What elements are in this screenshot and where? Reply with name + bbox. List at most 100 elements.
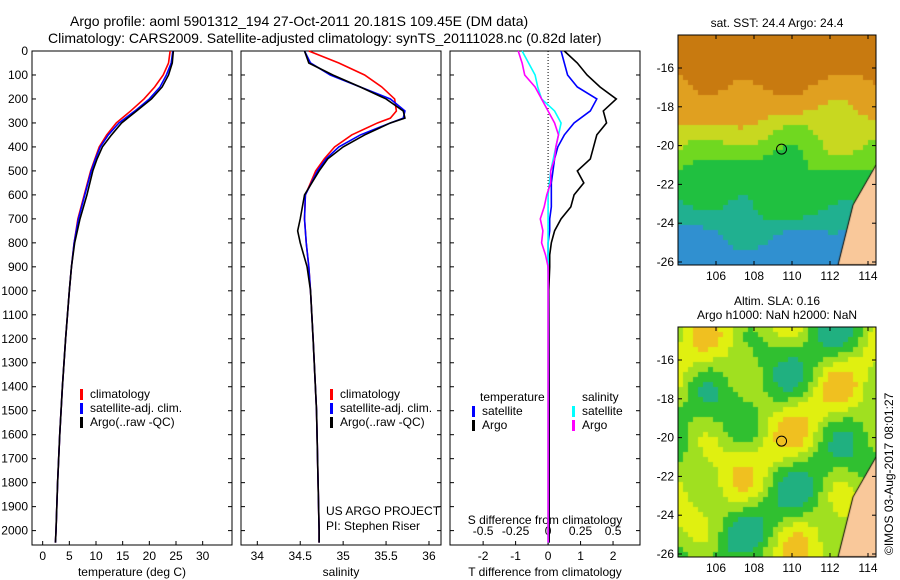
- lon-tick-label: 106: [706, 269, 726, 283]
- x-tick-label: 5: [66, 549, 73, 563]
- sla-map-title: Argo h1000: NaN h2000: NaN: [697, 308, 857, 322]
- y-tick-label: 0: [21, 44, 28, 58]
- lat-tick-label: -22: [657, 177, 675, 191]
- y-tick-label: 200: [8, 92, 28, 106]
- y-tick-label: 800: [8, 236, 28, 250]
- series-line-salinity-argo: [517, 50, 560, 543]
- lon-tick-label: 106: [706, 561, 726, 575]
- x-tick-label: 20: [143, 549, 157, 563]
- x-tick-label: 15: [116, 549, 130, 563]
- lon-tick-label: 114: [858, 269, 877, 283]
- y-tick-label: 1200: [1, 332, 28, 346]
- series-line-satellite-adj-clim-: [303, 50, 406, 543]
- y-tick-label: 400: [8, 140, 28, 154]
- x-tick-label: 25: [169, 549, 183, 563]
- legend-swatch-climatology: [330, 389, 333, 400]
- legend-swatch-satellite: [572, 406, 575, 417]
- legend-label-argo: Argo: [482, 418, 508, 432]
- argo-float-marker: [776, 143, 788, 155]
- legend-swatch-argo: [572, 420, 575, 431]
- lon-tick-label: 110: [782, 561, 801, 575]
- s-axis-label: S difference from climatology: [468, 513, 623, 527]
- legend-swatch-satellite: [472, 406, 475, 417]
- s-tick-label: -0.5: [473, 524, 494, 538]
- y-tick-label: 700: [8, 212, 28, 226]
- y-tick-label: 300: [8, 116, 28, 130]
- x-tick-label: 35: [336, 549, 350, 563]
- lon-tick-label: 108: [744, 269, 764, 283]
- x-tick-label: 36: [422, 549, 436, 563]
- lat-tick-label: -18: [657, 392, 675, 406]
- lat-tick-label: -18: [657, 100, 675, 114]
- lat-tick-label: -20: [657, 431, 675, 445]
- lat-tick-label: -20: [657, 139, 675, 153]
- legend-swatch-argo: [330, 417, 333, 428]
- y-tick-label: 900: [8, 260, 28, 274]
- legend-label-satellite: satellite: [482, 404, 523, 418]
- legend-label-satellite: satellite-adj. clim.: [90, 401, 182, 415]
- legend-swatch-argo: [80, 417, 83, 428]
- y-tick-label: 1400: [1, 380, 28, 394]
- s-tick-label: 0.5: [605, 524, 622, 538]
- y-tick-label: 1700: [1, 452, 28, 466]
- credit-line1: US ARGO PROJECT: [326, 504, 441, 518]
- s-tick-label: 0.25: [569, 524, 593, 538]
- legend-swatch-argo: [472, 420, 475, 431]
- y-tick-label: 2000: [1, 524, 28, 538]
- y-tick-label: 600: [8, 188, 28, 202]
- y-tick-label: 1800: [1, 476, 28, 490]
- lat-tick-label: -16: [657, 61, 675, 75]
- series-line-climatology: [54, 50, 171, 543]
- x-axis-label: salinity: [323, 565, 360, 579]
- legend-label-satellite: satellite-adj. clim.: [340, 401, 432, 415]
- series-line-argo-raw-qc-: [296, 50, 406, 543]
- credit-line2: PI: Stephen Riser: [326, 519, 420, 533]
- legend-label-argo: Argo(..raw -QC): [340, 415, 425, 429]
- x-axis-label: T difference from climatology: [468, 565, 622, 579]
- lat-tick-label: -22: [657, 469, 675, 483]
- lon-tick-label: 112: [820, 561, 839, 575]
- legend-label-climatology: climatology: [90, 387, 150, 401]
- lat-tick-label: -26: [657, 547, 675, 561]
- s-tick-label: -0.25: [502, 524, 530, 538]
- x-tick-label: -2: [478, 549, 489, 563]
- y-tick-label: 1100: [2, 308, 28, 322]
- lat-tick-label: -26: [657, 255, 675, 269]
- sla-map-title: Altim. SLA: 0.16: [734, 294, 820, 308]
- legend-swatch-satellite: [330, 403, 333, 414]
- legend-label-argo: Argo: [582, 418, 608, 432]
- y-tick-label: 1300: [1, 356, 28, 370]
- lon-tick-label: 108: [744, 561, 764, 575]
- argo-float-marker: [776, 435, 788, 447]
- series-line-argo-raw-qc-: [54, 50, 175, 543]
- lon-tick-label: 110: [782, 269, 801, 283]
- x-tick-label: -1: [510, 549, 521, 563]
- x-tick-label: 2: [610, 549, 617, 563]
- x-tick-label: 34: [251, 549, 265, 563]
- y-tick-label: 1900: [1, 500, 28, 514]
- legend-label-argo: Argo(..raw -QC): [90, 415, 175, 429]
- legend-swatch-climatology: [80, 389, 83, 400]
- legend-label-climatology: climatology: [340, 387, 400, 401]
- sla-map-box: [677, 326, 877, 558]
- figure-title-line2: Climatology: CARS2009. Satellite-adjuste…: [48, 30, 602, 46]
- lon-tick-label: 112: [820, 269, 839, 283]
- x-tick-label: 10: [89, 549, 103, 563]
- legend-swatch-satellite: [80, 403, 83, 414]
- legend-label-satellite: satellite: [582, 404, 623, 418]
- timestamp: ©IMOS 03-Aug-2017 08:01:27: [882, 392, 896, 555]
- x-tick-label: 35.5: [374, 549, 398, 563]
- y-tick-label: 500: [8, 164, 28, 178]
- x-tick-label: 1: [577, 549, 584, 563]
- legend-heading-temperature: temperature: [480, 390, 545, 404]
- y-tick-label: 1500: [1, 404, 28, 418]
- x-axis-label: temperature (deg C): [78, 565, 186, 579]
- x-tick-label: 34.5: [289, 549, 313, 563]
- x-tick-label: 30: [196, 549, 210, 563]
- x-tick-label: 0: [545, 549, 552, 563]
- axes-box: [449, 50, 641, 546]
- lat-tick-label: -16: [657, 353, 675, 367]
- lon-tick-label: 114: [858, 561, 877, 575]
